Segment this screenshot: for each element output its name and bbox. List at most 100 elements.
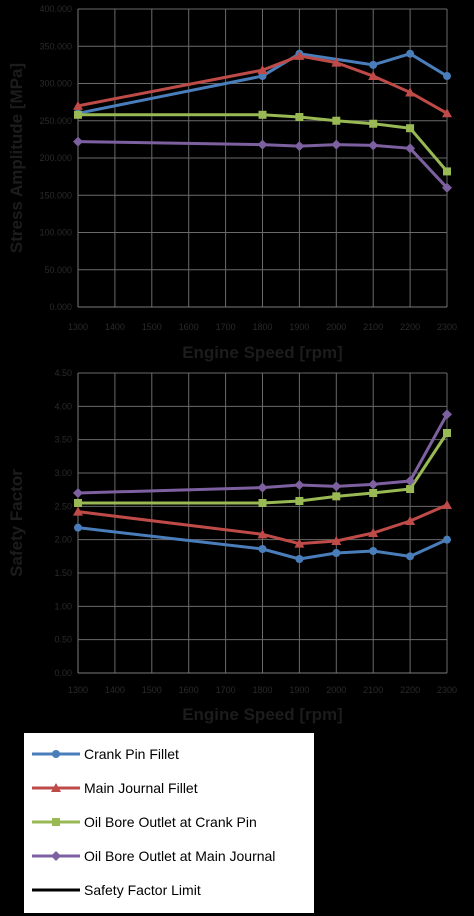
data-point-square bbox=[259, 111, 267, 119]
data-point-circle bbox=[369, 61, 377, 69]
y-tick-label: 50.000 bbox=[44, 265, 72, 275]
data-point-diamond bbox=[331, 481, 341, 491]
y-tick-label: 0.50 bbox=[54, 635, 72, 645]
x-tick-label: 2300 bbox=[437, 322, 457, 332]
data-point-triangle bbox=[442, 500, 452, 509]
x-tick-label: 1800 bbox=[252, 685, 272, 695]
y-tick-label: 2.50 bbox=[54, 501, 72, 511]
y-tick-label: 400.000 bbox=[39, 4, 72, 14]
data-point-square bbox=[369, 489, 377, 497]
x-tick-label: 1400 bbox=[105, 322, 125, 332]
data-point-square bbox=[332, 492, 340, 500]
data-point-circle bbox=[332, 549, 340, 557]
data-point-square bbox=[406, 485, 414, 493]
legend-item-oil-bore-main-journal: Oil Bore Outlet at Main Journal bbox=[30, 839, 308, 873]
x-tick-label: 1300 bbox=[68, 685, 88, 695]
legend-marker-square bbox=[30, 814, 82, 830]
x-tick-label: 2100 bbox=[363, 685, 383, 695]
data-point-diamond bbox=[368, 479, 378, 489]
y-tick-label: 350.000 bbox=[39, 41, 72, 51]
legend-label: Safety Factor Limit bbox=[84, 882, 201, 898]
legend-marker-circle bbox=[30, 746, 82, 762]
data-point-circle bbox=[406, 552, 414, 560]
data-point-diamond bbox=[73, 488, 83, 498]
x-tick-label: 1600 bbox=[179, 322, 199, 332]
legend-label: Oil Bore Outlet at Main Journal bbox=[84, 848, 275, 864]
data-point-circle bbox=[443, 72, 451, 80]
y-tick-label: 200.000 bbox=[39, 153, 72, 163]
y-tick-label: 300.000 bbox=[39, 79, 72, 89]
safety-factor-chart: 1300 1400 1500 1600 1700 1800 1900 2000 2100 2200… bbox=[0, 362, 474, 730]
x-tick-label: 1500 bbox=[142, 322, 162, 332]
data-point-diamond bbox=[368, 140, 378, 150]
x-tick-label: 1900 bbox=[289, 322, 309, 332]
y-tick-label: 150.000 bbox=[39, 190, 72, 200]
x-tick-label: 1500 bbox=[142, 685, 162, 695]
x-axis-title: Engine Speed [rpm] bbox=[182, 705, 343, 724]
x-tick-label: 1800 bbox=[252, 322, 272, 332]
y-tick-label: 4.00 bbox=[54, 401, 72, 411]
data-point-diamond bbox=[294, 480, 304, 490]
legend-label: Oil Bore Outlet at Crank Pin bbox=[84, 814, 257, 830]
legend-item-main-journal-fillet: Main Journal Fillet bbox=[30, 771, 308, 805]
y-tick-label: 0.00 bbox=[54, 668, 72, 678]
data-point-diamond bbox=[258, 483, 268, 493]
x-tick-label: 1600 bbox=[179, 685, 199, 695]
data-point-diamond bbox=[73, 137, 83, 147]
data-point-square bbox=[259, 499, 267, 507]
chart-legend: Crank Pin Fillet Main Journal Fillet Oil… bbox=[24, 733, 314, 913]
data-point-square bbox=[74, 111, 82, 119]
data-point-square bbox=[332, 117, 340, 125]
x-tick-label: 2000 bbox=[326, 322, 346, 332]
x-tick-label: 2100 bbox=[363, 322, 383, 332]
y-axis-title: Stress Amplitude [MPa] bbox=[7, 63, 26, 253]
y-tick-label: 2.00 bbox=[54, 535, 72, 545]
legend-point bbox=[51, 851, 61, 861]
x-tick-label: 2200 bbox=[400, 322, 420, 332]
data-point-square bbox=[295, 497, 303, 505]
y-tick-label: 0.000 bbox=[49, 302, 72, 312]
x-tick-label: 2200 bbox=[400, 685, 420, 695]
data-point-circle bbox=[369, 547, 377, 555]
x-tick-label: 1300 bbox=[68, 322, 88, 332]
x-tick-label: 1400 bbox=[105, 685, 125, 695]
x-tick-label: 2000 bbox=[326, 685, 346, 695]
x-tick-label: 1900 bbox=[289, 685, 309, 695]
y-tick-label: 3.00 bbox=[54, 468, 72, 478]
y-tick-label: 1.00 bbox=[54, 601, 72, 611]
legend-marker-diamond bbox=[30, 848, 82, 864]
legend-item-crank-pin-fillet: Crank Pin Fillet bbox=[30, 737, 308, 771]
y-tick-label: 3.50 bbox=[54, 435, 72, 445]
y-tick-label: 250.000 bbox=[39, 116, 72, 126]
x-tick-label: 1700 bbox=[216, 322, 236, 332]
data-point-circle bbox=[295, 555, 303, 563]
y-tick-label: 100.000 bbox=[39, 228, 72, 238]
legend-label: Crank Pin Fillet bbox=[84, 746, 179, 762]
stress-amplitude-chart: 1300 1400 1500 1600 1700 1800 1900 2000 2100 2200… bbox=[0, 0, 474, 362]
data-point-circle bbox=[406, 50, 414, 58]
data-point-square bbox=[406, 124, 414, 132]
legend-item-oil-bore-crank-pin: Oil Bore Outlet at Crank Pin bbox=[30, 805, 308, 839]
x-tick-label: 1700 bbox=[216, 685, 236, 695]
legend-label: Main Journal Fillet bbox=[84, 780, 198, 796]
legend-marker-line bbox=[30, 882, 82, 898]
legend-marker-triangle bbox=[30, 780, 82, 796]
data-point-diamond bbox=[258, 140, 268, 150]
data-point-square bbox=[443, 429, 451, 437]
data-point-diamond bbox=[294, 141, 304, 151]
data-point-square bbox=[295, 113, 303, 121]
data-point-square bbox=[369, 120, 377, 128]
y-tick-label: 1.50 bbox=[54, 568, 72, 578]
data-point-square bbox=[74, 499, 82, 507]
x-tick-label: 2300 bbox=[437, 685, 457, 695]
legend-item-safety-factor-limit: Safety Factor Limit bbox=[30, 873, 308, 907]
x-axis-title: Engine Speed [rpm] bbox=[182, 343, 343, 362]
legend-point bbox=[52, 818, 60, 826]
data-point-circle bbox=[259, 545, 267, 553]
y-tick-label: 4.50 bbox=[54, 368, 72, 378]
y-axis-title: Safety Factor bbox=[7, 469, 26, 577]
data-point-circle bbox=[74, 524, 82, 532]
data-point-square bbox=[443, 167, 451, 175]
data-point-diamond bbox=[331, 140, 341, 150]
legend-point bbox=[52, 750, 60, 758]
